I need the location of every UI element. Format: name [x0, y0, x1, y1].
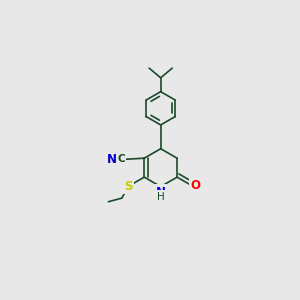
Text: N: N: [156, 186, 167, 199]
Text: H: H: [158, 192, 165, 202]
Text: N: N: [106, 153, 116, 166]
Text: N: N: [156, 186, 167, 199]
Text: O: O: [190, 179, 200, 192]
Text: C: C: [117, 154, 124, 164]
Text: N: N: [106, 153, 116, 166]
Text: S: S: [124, 180, 133, 193]
Text: S: S: [124, 180, 133, 193]
Text: C: C: [117, 154, 125, 164]
Text: H: H: [158, 192, 165, 202]
Text: O: O: [190, 179, 200, 192]
